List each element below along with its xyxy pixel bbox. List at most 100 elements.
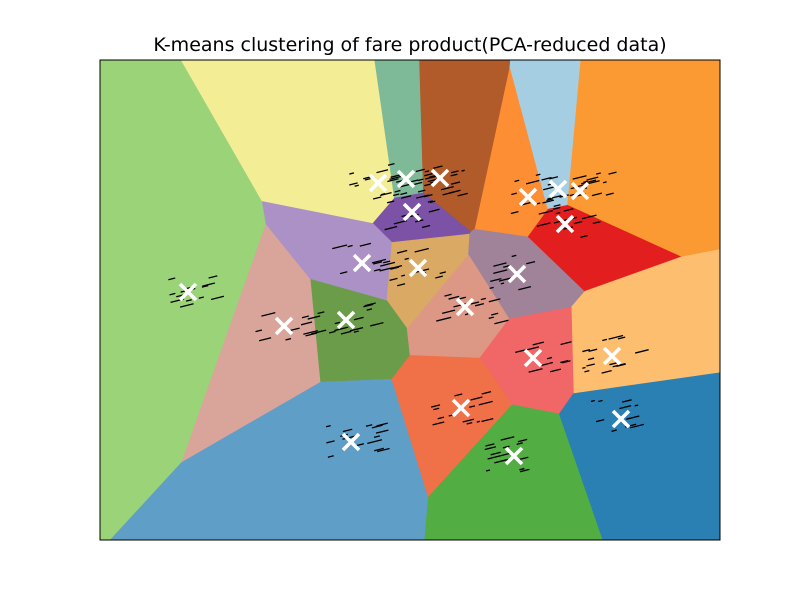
data-point — [518, 285, 532, 291]
data-point — [511, 192, 517, 196]
data-point — [499, 452, 511, 457]
data-point — [424, 183, 431, 187]
centroid-markers — [178, 168, 631, 466]
data-point — [334, 326, 349, 332]
centroid-marker-9 — [352, 253, 372, 273]
data-point — [387, 162, 395, 166]
data-point — [394, 189, 401, 193]
data-point — [334, 321, 341, 325]
data-point — [365, 424, 373, 427]
data-point — [364, 178, 371, 181]
data-point — [428, 208, 440, 213]
data-point — [208, 275, 218, 279]
data-point — [549, 368, 562, 373]
data-point — [560, 359, 569, 364]
data-point — [588, 348, 598, 352]
data-point — [500, 282, 505, 285]
data-point — [488, 316, 494, 320]
data-point — [377, 447, 390, 453]
data-point — [379, 267, 393, 272]
data-point — [540, 361, 553, 367]
centroid-marker-11 — [507, 264, 527, 284]
data-point — [583, 180, 588, 183]
data-point — [258, 337, 272, 342]
data-point — [289, 327, 300, 332]
data-point — [433, 407, 440, 411]
data-point — [367, 439, 383, 445]
data-point — [432, 421, 445, 426]
data-point — [602, 338, 608, 342]
data-point — [608, 171, 617, 175]
centroid-marker-6 — [570, 181, 590, 201]
data-point — [573, 220, 583, 225]
chart-title: K-means clustering of fare product(PCA-r… — [153, 34, 667, 56]
data-point — [424, 170, 430, 173]
data-point — [619, 405, 632, 410]
centroid-marker-18 — [341, 432, 361, 452]
voronoi-regions — [99, 59, 721, 541]
data-point — [532, 341, 544, 346]
data-point — [169, 292, 176, 296]
data-point — [325, 425, 331, 428]
data-point — [305, 332, 318, 337]
data-point — [389, 277, 398, 281]
data-point — [430, 404, 441, 408]
data-point — [436, 316, 452, 322]
data-point — [584, 370, 590, 373]
data-point — [487, 455, 501, 460]
centroid-marker-4 — [430, 168, 450, 188]
centroid-marker-13 — [518, 187, 538, 207]
data-point — [521, 202, 531, 206]
data-point — [198, 296, 204, 299]
data-point — [168, 277, 176, 281]
data-point — [425, 175, 437, 180]
data-point — [587, 357, 595, 361]
data-point — [596, 172, 601, 175]
data-point — [582, 366, 586, 369]
data-point — [372, 196, 382, 200]
data-point — [547, 183, 552, 186]
centroid-marker-17 — [523, 348, 543, 368]
centroid-marker-12 — [555, 214, 575, 234]
data-point — [616, 363, 626, 368]
data-point — [435, 275, 443, 279]
data-point — [359, 242, 372, 247]
data-point — [549, 176, 559, 180]
data-point — [552, 206, 561, 210]
data-point — [498, 277, 512, 282]
data-point — [459, 296, 466, 300]
data-point — [393, 193, 400, 197]
centroid-marker-19 — [451, 398, 471, 418]
data-point — [383, 260, 391, 264]
data-point — [366, 308, 373, 311]
data-point — [626, 415, 640, 420]
data-point — [572, 175, 587, 180]
data-point — [519, 467, 525, 471]
data-point — [563, 208, 574, 212]
data-point — [490, 277, 502, 282]
data-point — [481, 417, 494, 423]
centroid-marker-3 — [396, 169, 416, 189]
data-point — [553, 204, 561, 208]
data-point — [354, 184, 359, 187]
data-point — [461, 169, 465, 172]
data-point — [515, 348, 527, 354]
data-point — [303, 330, 318, 335]
data-point — [494, 458, 509, 464]
data-point — [470, 301, 480, 305]
data-point — [387, 178, 399, 183]
data-point — [519, 456, 529, 461]
data-point — [493, 269, 508, 275]
data-point — [353, 330, 359, 333]
data-point — [201, 284, 209, 288]
data-point — [427, 200, 433, 203]
data-point — [546, 198, 553, 202]
data-point — [592, 220, 601, 225]
data-point — [261, 311, 276, 317]
centroid-marker-2 — [368, 173, 388, 193]
data-point — [470, 396, 483, 401]
data-point — [484, 446, 497, 451]
data-point — [433, 165, 443, 169]
data-point — [414, 219, 424, 223]
data-point — [439, 271, 447, 275]
